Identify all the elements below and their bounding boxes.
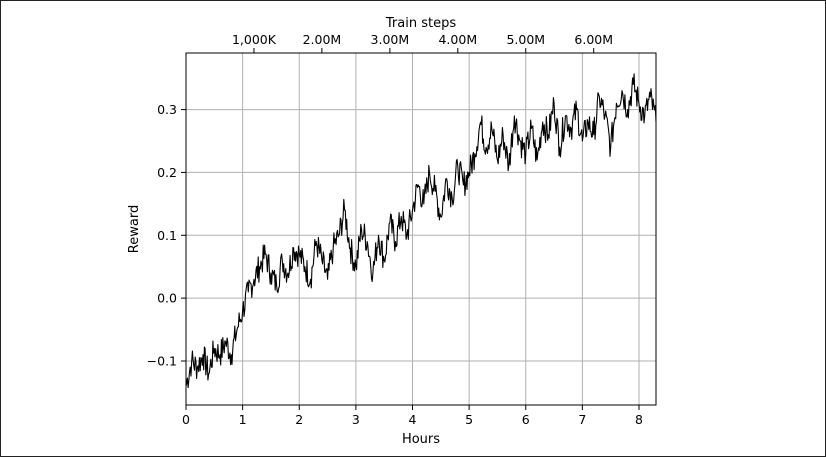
x-tick-label: 4 (409, 412, 417, 427)
top-x-axis-title: Train steps (385, 16, 456, 31)
x-tick-label: 7 (578, 412, 586, 427)
y-axis-title: Reward (127, 205, 142, 253)
y-tick-label: −0.1 (147, 354, 177, 369)
x-tick-label: 0 (182, 412, 190, 427)
series-layer (185, 73, 657, 389)
top-x-tick-label: 6.00M (574, 32, 613, 47)
y-tick-label: 0.3 (157, 102, 177, 117)
x-tick-label: 6 (522, 412, 530, 427)
x-tick-label: 1 (239, 412, 247, 427)
x-axis-title: Hours (402, 432, 440, 447)
ticks: 0 1 2 3 4 5 6 7 8 −0.1 0.0 0.1 0.2 0.3 1,000K 2.00M 3.00… (147, 32, 643, 427)
plot-area-border (185, 52, 657, 406)
x-tick-label: 5 (465, 412, 473, 427)
top-x-tick-label: 4.00M (438, 32, 477, 47)
top-x-tick-label: 1,000K (232, 32, 277, 47)
x-tick-label: 8 (635, 412, 643, 427)
x-tick-label: 3 (352, 412, 360, 427)
top-x-tick-label: 2.00M (303, 32, 342, 47)
top-x-tick-label: 3.00M (371, 32, 410, 47)
grid (186, 53, 656, 405)
x-tick-label: 2 (295, 412, 303, 427)
top-x-tick-label: 5.00M (506, 32, 545, 47)
y-tick-label: 0.2 (157, 165, 177, 180)
y-tick-label: 0.0 (157, 291, 177, 306)
reward-series-line (185, 73, 657, 389)
y-tick-label: 0.1 (157, 228, 177, 243)
